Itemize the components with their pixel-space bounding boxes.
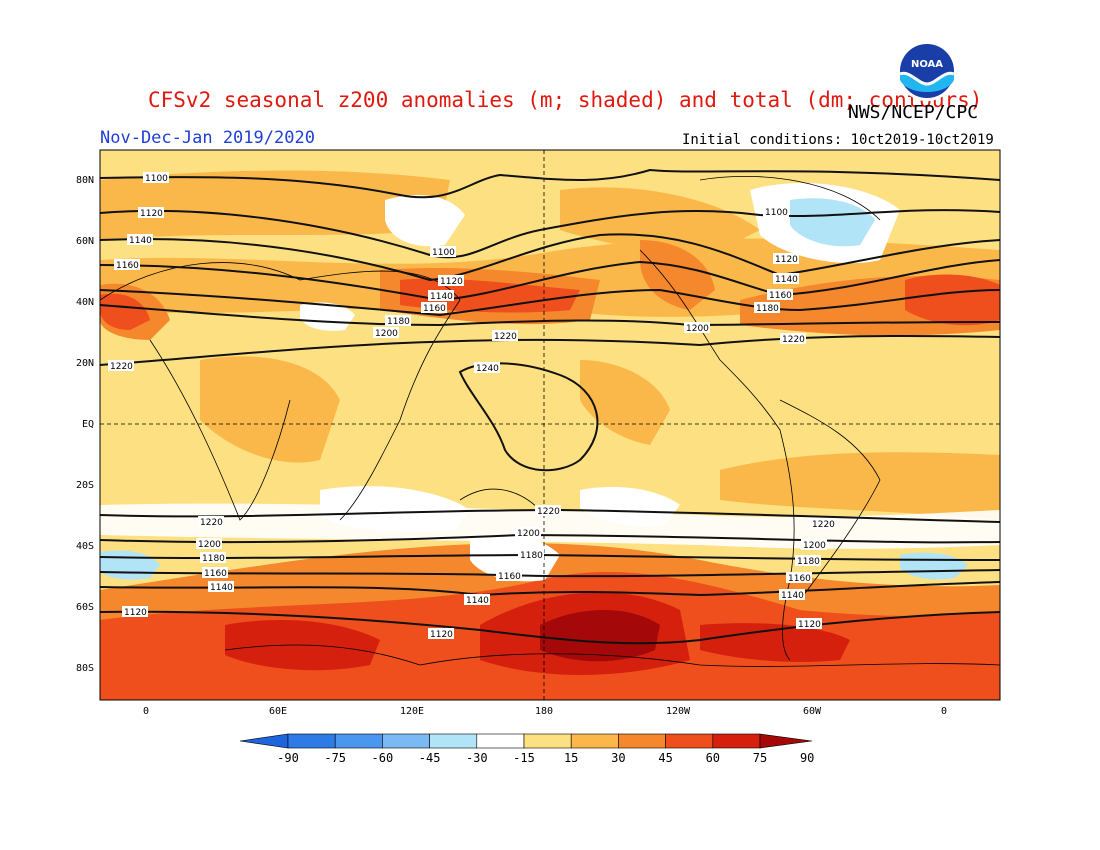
colorbar-segment (570, 733, 619, 749)
lat-label: 60N (75, 236, 94, 247)
contour-label: 1240 (476, 364, 499, 374)
contour-label: 1200 (803, 541, 826, 551)
contour-label: 1180 (387, 317, 410, 327)
contour-label: 1100 (145, 174, 168, 184)
lat-label: 20S (75, 480, 94, 491)
colorbar-segment (287, 733, 336, 749)
contour-label: 1220 (537, 507, 560, 517)
contour-label: 1120 (140, 209, 163, 219)
lon-label: 180 (534, 706, 554, 717)
colorbar-segment (618, 733, 666, 749)
contour-label-group: 1100 1120 1140 1160 1100 1120 1140 1160 … (108, 172, 836, 640)
colorbar-label: 75 (752, 751, 768, 765)
contour-label: 1180 (797, 557, 820, 567)
contour-label: 1140 (129, 236, 152, 246)
colorbar-segment (334, 733, 383, 749)
colorbar-label: -60 (371, 751, 394, 765)
contour-label: 1120 (124, 608, 147, 618)
colorbar-segment (712, 733, 761, 749)
contour-label: 1220 (110, 362, 133, 372)
lat-label: 80S (75, 663, 94, 674)
colorbar (239, 733, 813, 749)
lon-label: 0 (940, 706, 948, 717)
shaded-anomalies (100, 150, 1000, 700)
contour-label: 1140 (466, 596, 489, 606)
contour-label: 1220 (812, 520, 835, 530)
contour-label: 1220 (200, 518, 223, 528)
lat-label: 40N (75, 297, 94, 308)
colorbar-segment (476, 733, 525, 749)
colorbar-label: -45 (418, 751, 441, 765)
lat-label: 40S (75, 541, 94, 552)
contour-label: 1180 (202, 554, 225, 564)
colorbar-segment (665, 733, 714, 749)
colorbar-left-arrow (239, 733, 289, 749)
contour-label: 1200 (375, 329, 398, 339)
contour-label: 1180 (756, 304, 779, 314)
lat-label: 60S (75, 602, 94, 613)
contour-label: 1140 (210, 583, 233, 593)
contour-label: 1140 (775, 275, 798, 285)
contour-label: 1120 (775, 255, 798, 265)
contour-label: 1220 (494, 332, 517, 342)
contour-label: 1200 (198, 540, 221, 550)
contour-label: 1120 (430, 630, 453, 640)
contour-label: 1100 (765, 208, 788, 218)
lon-label: 120W (665, 706, 691, 717)
lat-label: EQ (81, 419, 94, 430)
lon-label: 60E (268, 706, 288, 717)
contour-label: 1140 (781, 591, 804, 601)
contour-label: 1180 (520, 551, 543, 561)
contour-label: 1200 (517, 529, 540, 539)
colorbar-segment (382, 733, 430, 749)
colorbar-label: -15 (513, 751, 535, 765)
contour-label: 1140 (430, 292, 453, 302)
colorbar-segment (523, 733, 572, 749)
colorbar-label: 60 (705, 751, 721, 765)
lon-label: 60W (802, 706, 822, 717)
colorbar-label: -90 (277, 751, 299, 765)
contour-label: 1120 (440, 277, 463, 287)
colorbar-label: -30 (465, 751, 488, 765)
contour-label: 1160 (788, 574, 811, 584)
forecast-period: Nov-Dec-Jan 2019/2020 (100, 128, 315, 148)
initial-conditions: Initial conditions: 10ct2019-10ct2019 (682, 132, 994, 148)
contour-label: 1200 (686, 324, 709, 334)
noaa-logo-icon: NOAA (897, 41, 957, 101)
contour-label: 1160 (204, 569, 227, 579)
colorbar-label: 15 (563, 751, 579, 765)
lon-label: 120E (399, 706, 425, 717)
contour-label: 1160 (116, 261, 139, 271)
colorbar-segment (429, 733, 478, 749)
colorbar-right-arrow (759, 733, 813, 749)
contour-label: 1100 (432, 248, 455, 258)
contour-label: 1160 (423, 304, 446, 314)
chart-title: CFSv2 seasonal z200 anomalies (m; shaded… (148, 88, 983, 112)
plot-frame (99, 149, 1001, 701)
contours (100, 168, 1000, 645)
agency-label: NWS/NCEP/CPC (848, 102, 979, 123)
contour-label: 1120 (798, 620, 821, 630)
contour-label: 1160 (498, 572, 521, 582)
contour-label: 1160 (769, 291, 792, 301)
contour-label: 1220 (782, 335, 805, 345)
logo-text: NOAA (911, 59, 943, 70)
lat-label: 20N (75, 358, 94, 369)
lon-label: 0 (142, 706, 150, 717)
colorbar-label: 45 (658, 751, 673, 765)
colorbar-label: -75 (324, 751, 347, 765)
colorbar-label: 90 (799, 751, 815, 765)
lat-label: 80N (75, 175, 94, 186)
colorbar-label: 30 (611, 751, 626, 765)
